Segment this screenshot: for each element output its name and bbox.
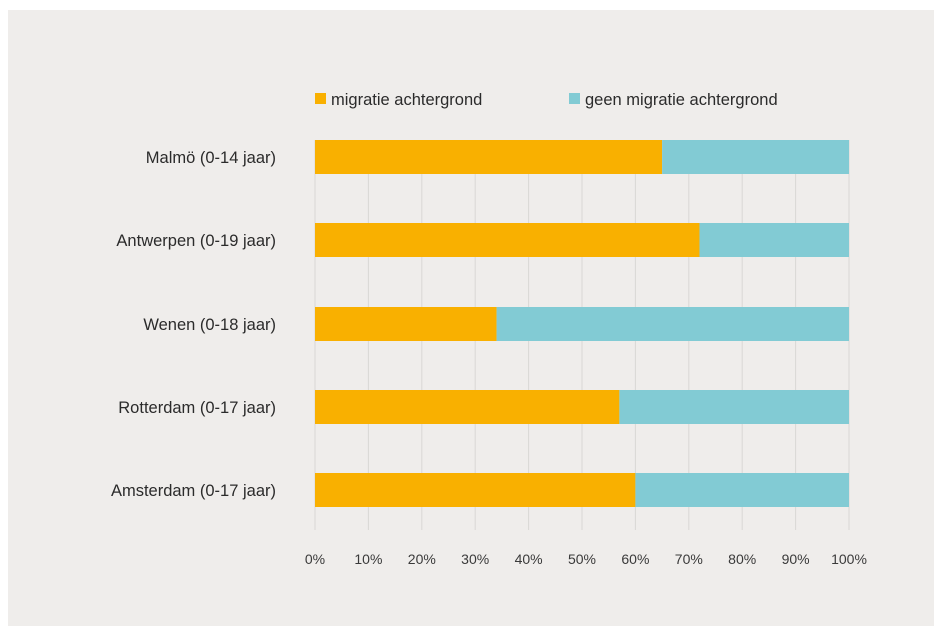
bar-segment-migratie xyxy=(315,390,620,424)
bar-segment-geen-migratie xyxy=(699,223,849,257)
legend-label: migratie achtergrond xyxy=(331,91,482,109)
x-tick-labels: 0% 10% 20% 30% 40% 50% 60% 70% 80% 90% 100% xyxy=(305,551,867,567)
x-tick-label: 50% xyxy=(568,551,596,567)
category-label: Wenen (0-18 jaar) xyxy=(143,316,276,334)
legend: migratie achtergrond geen migratie achter… xyxy=(315,91,778,109)
category-label: Amsterdam (0-17 jaar) xyxy=(111,482,276,500)
bar-segment-geen-migratie xyxy=(662,140,849,174)
bar-segment-migratie xyxy=(315,473,636,507)
x-tick-label: 80% xyxy=(728,551,756,567)
bar-segment-migratie xyxy=(315,307,497,341)
x-tick-label: 70% xyxy=(675,551,703,567)
x-tick-label: 90% xyxy=(782,551,810,567)
category-labels: Malmö (0-14 jaar) Antwerpen (0-19 jaar) We… xyxy=(111,149,276,500)
legend-swatch xyxy=(569,93,580,104)
bars xyxy=(315,140,849,507)
bar-segment-geen-migratie xyxy=(635,473,849,507)
bar-segment-geen-migratie xyxy=(496,307,849,341)
x-tick-label: 100% xyxy=(831,551,867,567)
legend-label: geen migratie achtergrond xyxy=(585,91,778,109)
category-label: Malmö (0-14 jaar) xyxy=(146,149,276,167)
bar-segment-migratie xyxy=(315,140,663,174)
x-tick-label: 10% xyxy=(354,551,382,567)
legend-swatch xyxy=(315,93,326,104)
category-label: Rotterdam (0-17 jaar) xyxy=(118,399,276,417)
x-tick-label: 20% xyxy=(408,551,436,567)
x-tick-label: 40% xyxy=(515,551,543,567)
bar-segment-migratie xyxy=(315,223,700,257)
bar-segment-geen-migratie xyxy=(619,390,849,424)
category-label: Antwerpen (0-19 jaar) xyxy=(116,232,276,250)
x-tick-label: 30% xyxy=(461,551,489,567)
x-tick-label: 0% xyxy=(305,551,325,567)
x-tick-label: 60% xyxy=(621,551,649,567)
